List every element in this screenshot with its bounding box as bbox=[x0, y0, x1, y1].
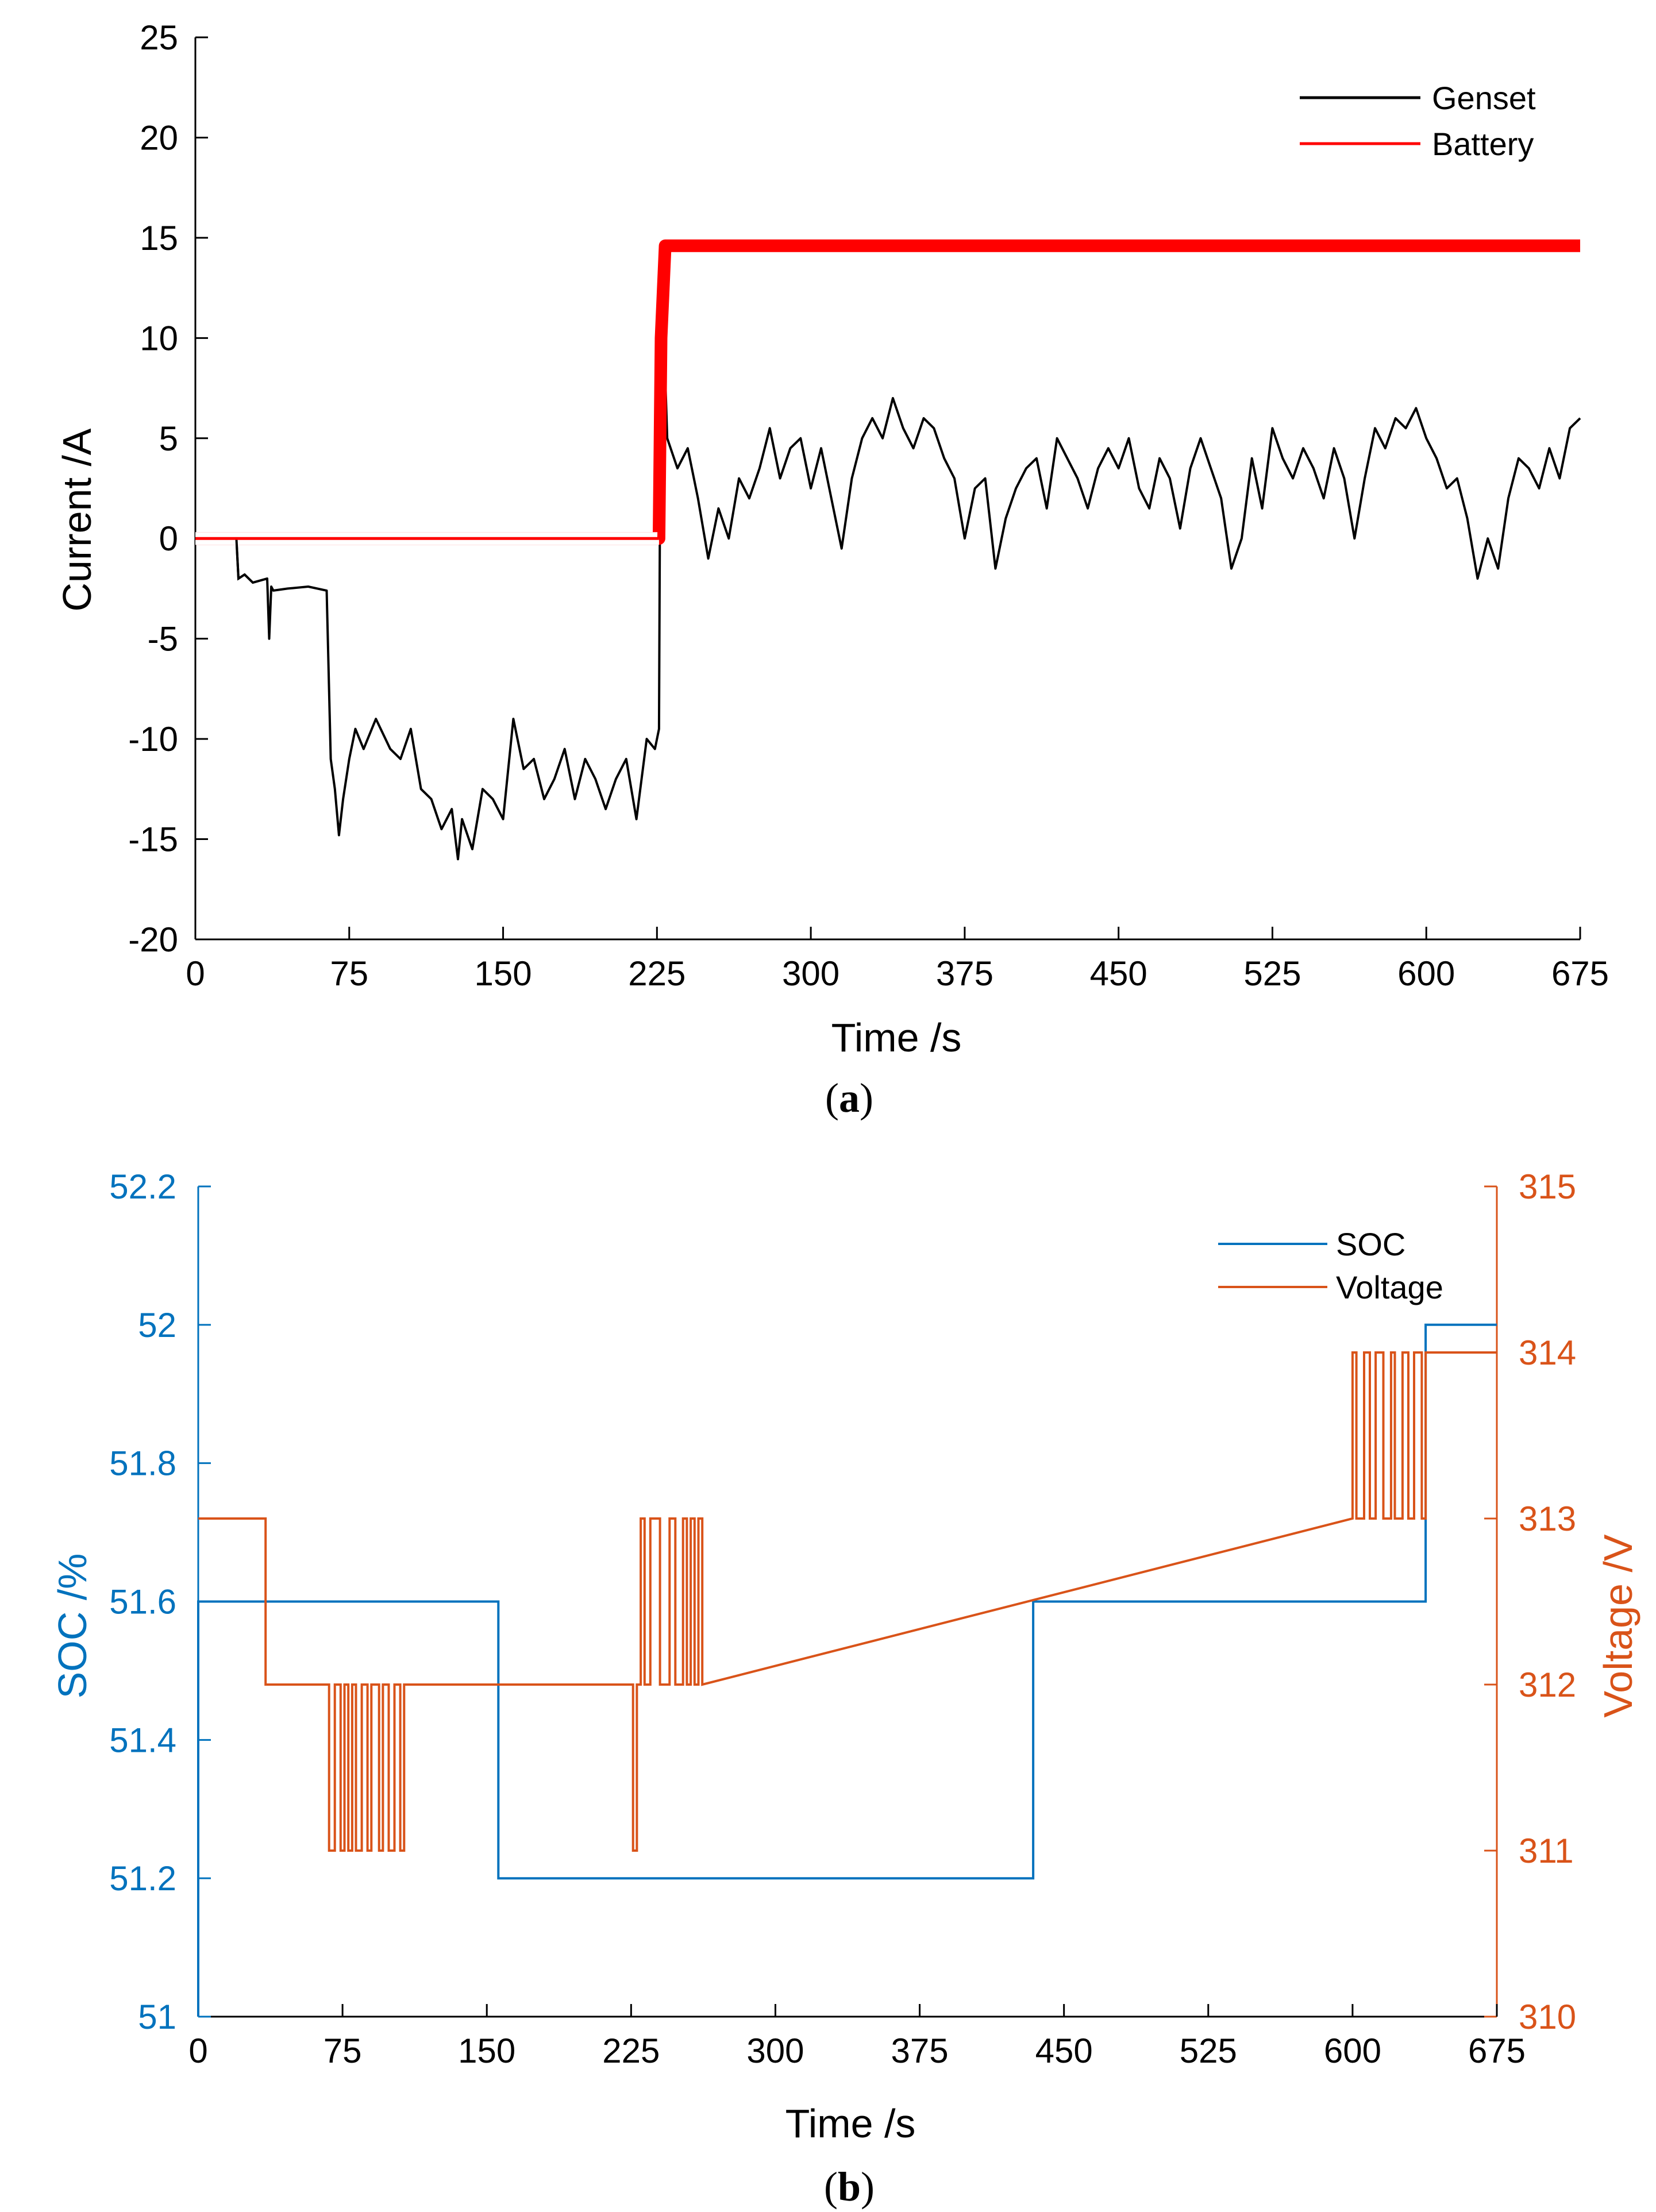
panel-b-left-y-tick-label: 51.8 bbox=[109, 1444, 176, 1483]
panel-b-right-y-tick-label: 311 bbox=[1519, 1832, 1574, 1870]
panel-b-caption-letter: b bbox=[838, 2164, 861, 2210]
panel-a-y-tick-label: 15 bbox=[140, 219, 178, 257]
panel-b-left-y-tick-label: 51.2 bbox=[109, 1859, 176, 1898]
panel-a-x-tick-label: 300 bbox=[782, 954, 839, 993]
panel-a-series bbox=[195, 239, 1581, 861]
panel-b-right-y-tick-label: 314 bbox=[1519, 1334, 1576, 1372]
panel-a-y-tick-label: 25 bbox=[140, 18, 178, 57]
panel-a-caption: (a) bbox=[825, 1075, 873, 1121]
panel-a-y-tick-label: -15 bbox=[128, 820, 178, 859]
panel-a-y-tick-label: -20 bbox=[128, 920, 178, 959]
panel-b-left-y-tick-label: 51.6 bbox=[109, 1583, 176, 1621]
series-battery-step bbox=[657, 245, 667, 539]
panel-b-left-y-tick-label: 52 bbox=[138, 1306, 176, 1344]
panel-b-left-y-tick-label: 51.4 bbox=[109, 1721, 176, 1759]
panel-b-x-tick-label: 300 bbox=[746, 2032, 804, 2070]
series-line-voltage bbox=[198, 1351, 1497, 1852]
panel-b-x-tick-label: 0 bbox=[188, 2032, 207, 2070]
panel-a-x-tick-label: 150 bbox=[475, 954, 532, 993]
panel-b-x-tick-label: 375 bbox=[891, 2032, 949, 2070]
panel-b-x-tick-label: 75 bbox=[324, 2032, 362, 2070]
panel-b-caption: (b) bbox=[824, 2164, 875, 2210]
panel-a-x-tick-label: 600 bbox=[1397, 954, 1455, 993]
panel-b-legend: SOC Voltage bbox=[1218, 1226, 1443, 1305]
panel-a-y-tick-label: -5 bbox=[148, 620, 178, 658]
panel-a-caption-letter: a bbox=[839, 1075, 860, 1121]
panel-b-caption-open: ( bbox=[824, 2164, 838, 2210]
panel-a-y-tick-label: 5 bbox=[159, 419, 178, 458]
legend-battery-label: Battery bbox=[1432, 126, 1534, 162]
panel-b-x-tick-label: 600 bbox=[1324, 2032, 1381, 2070]
panel-a-x-tick-label: 375 bbox=[936, 954, 993, 993]
panel-b-right-y-tick-label: 313 bbox=[1519, 1500, 1576, 1538]
panel-a-current-chart: -20 -15 -10 -5 0 5 10 15 20 25 0 75 150 225 300 375 450 5… bbox=[55, 18, 1609, 1121]
panel-a-caption-close: ) bbox=[860, 1075, 873, 1121]
panel-b-x-tick-label: 675 bbox=[1468, 2032, 1526, 2070]
legend-voltage-label: Voltage bbox=[1336, 1269, 1443, 1305]
panel-a-caption-open: ( bbox=[825, 1075, 839, 1121]
legend-genset-label: Genset bbox=[1432, 80, 1536, 116]
panel-b-caption-close: ) bbox=[861, 2164, 875, 2210]
panel-a-y-tick-label: -10 bbox=[128, 720, 178, 758]
panel-b-right-y-tick-label: 315 bbox=[1519, 1167, 1576, 1206]
panel-a-x-tick-label: 225 bbox=[628, 954, 685, 993]
panel-b-x-tick-label: 450 bbox=[1035, 2032, 1093, 2070]
panel-a-x-tick-label: 525 bbox=[1243, 954, 1301, 993]
panel-a-legend: Genset Battery bbox=[1300, 80, 1536, 162]
panel-a-x-tick-label: 0 bbox=[186, 954, 205, 993]
panel-a-x-axis-label: Time /s bbox=[831, 1015, 962, 1060]
panel-b-axes: 51 51.2 51.4 51.6 51.8 52 52.2 310 311 312 313 314 3… bbox=[109, 1167, 1576, 2070]
panel-a-axes: -20 -15 -10 -5 0 5 10 15 20 25 0 75 150 225 300 375 450 5… bbox=[128, 18, 1609, 993]
panel-a-x-tick-label: 450 bbox=[1090, 954, 1147, 993]
panel-b-right-y-tick-label: 310 bbox=[1519, 1998, 1576, 2036]
panel-a-x-tick-label: 675 bbox=[1551, 954, 1609, 993]
panel-b-x-tick-label: 150 bbox=[458, 2032, 515, 2070]
panel-a-x-tick-label: 75 bbox=[330, 954, 368, 993]
panel-b-x-axis-label: Time /s bbox=[785, 2101, 916, 2146]
panel-b-right-y-axis-label: Voltage /V bbox=[1596, 1534, 1640, 1717]
panel-a-y-tick-label: 10 bbox=[140, 319, 178, 357]
panel-b-right-y-tick-label: 312 bbox=[1519, 1666, 1576, 1704]
panel-b-x-tick-label: 525 bbox=[1180, 2032, 1237, 2070]
panel-a-y-tick-label: 20 bbox=[140, 118, 178, 157]
panel-b-left-y-axis-label: SOC /% bbox=[50, 1554, 95, 1699]
panel-b-series bbox=[197, 1323, 1497, 2017]
panel-a-y-tick-label: 0 bbox=[159, 519, 178, 558]
panel-b-soc-voltage-chart: 51 51.2 51.4 51.6 51.8 52 52.2 310 311 312 313 314 3… bbox=[50, 1167, 1640, 2210]
panel-b-left-y-tick-label: 52.2 bbox=[109, 1167, 176, 1206]
panel-b-left-y-tick-label: 51 bbox=[138, 1998, 176, 2036]
panel-a-y-axis-label: Current /A bbox=[55, 428, 99, 611]
legend-soc-label: SOC bbox=[1336, 1226, 1405, 1262]
panel-b-x-tick-label: 225 bbox=[602, 2032, 660, 2070]
series-line-genset bbox=[195, 246, 1581, 861]
